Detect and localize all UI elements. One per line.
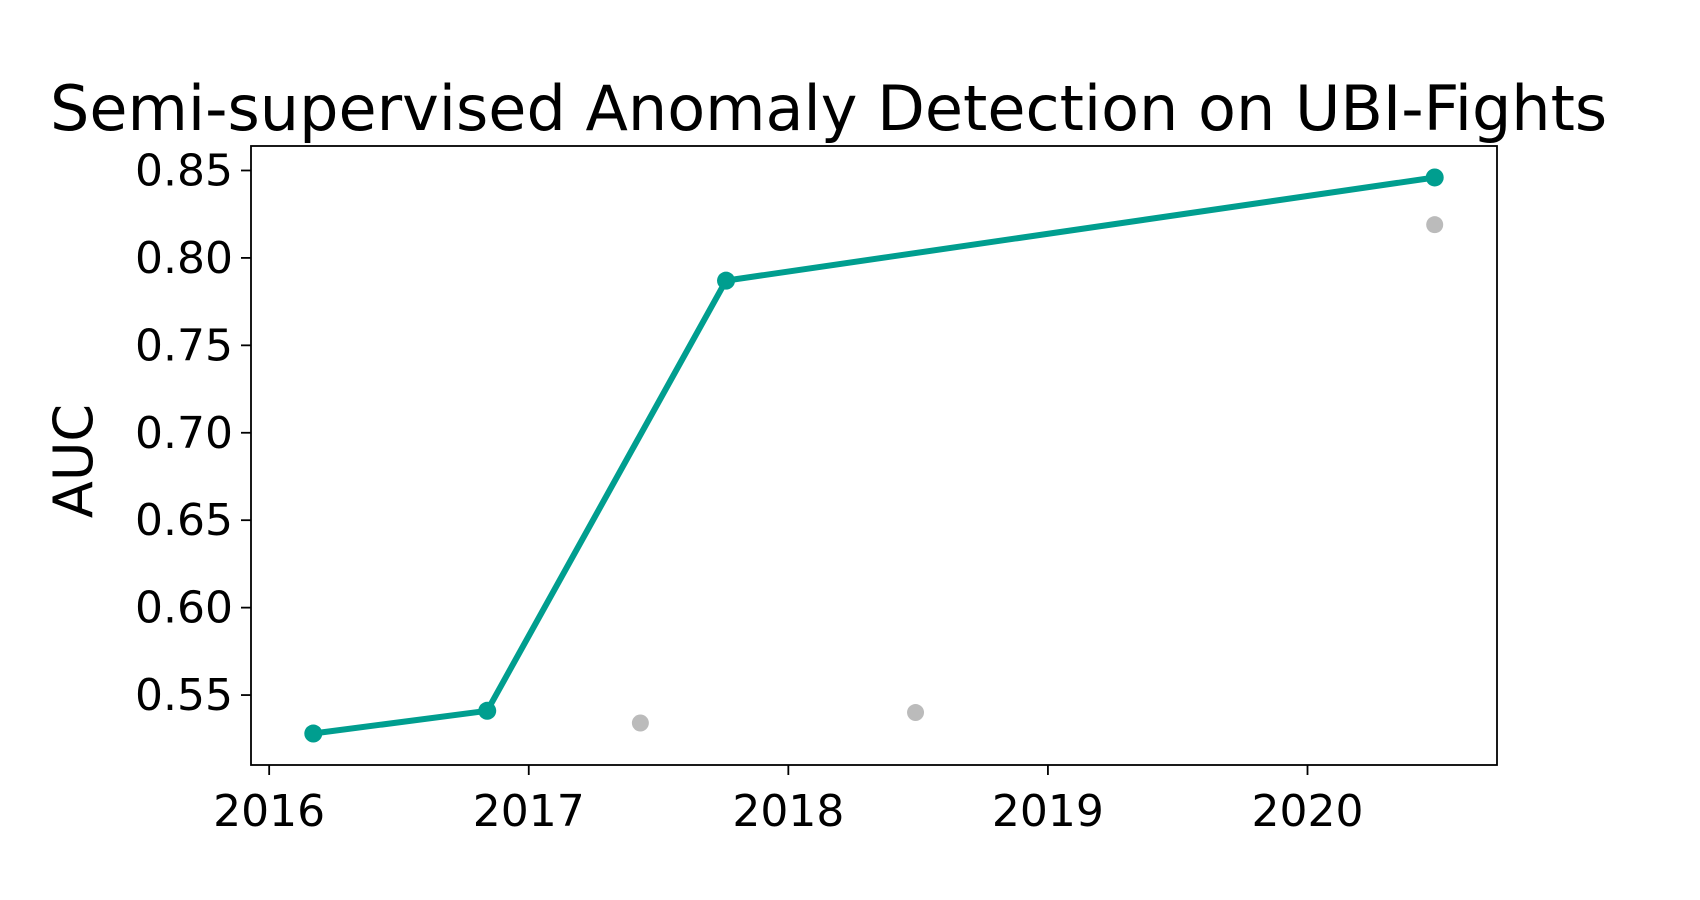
x-tick-label-0: 2016 <box>213 786 325 837</box>
y-tick-label-0: 0.55 <box>135 670 233 721</box>
plot-area: 0.55 0.60 0.65 0.70 0.75 0.80 0.85 2016 2017 2018… <box>135 145 1498 837</box>
y-tick-label-1: 0.60 <box>135 583 233 634</box>
state-of-the-art-point-1 <box>478 701 497 720</box>
x-tick-label-4: 2020 <box>1252 786 1364 837</box>
y-tick-label-4: 0.75 <box>135 320 233 371</box>
chart-title: Semi-supervised Anomaly Detection on UBI… <box>50 72 1607 145</box>
state-of-the-art-point-3 <box>1425 168 1444 187</box>
state-of-the-art-point-2 <box>717 271 736 290</box>
y-axis-label: AUC <box>42 404 105 518</box>
x-tick-label-1: 2017 <box>473 786 585 837</box>
y-tick-label-2: 0.65 <box>135 495 233 546</box>
x-tick-label-2: 2018 <box>732 786 844 837</box>
plot-frame <box>250 145 1498 766</box>
state-of-the-art-line <box>310 174 1438 737</box>
other-methods-point-1 <box>907 704 925 722</box>
other-methods-point-2 <box>1426 216 1444 234</box>
x-tick-label-3: 2019 <box>992 786 1104 837</box>
other-methods-point-0 <box>631 714 649 732</box>
y-tick-label-6: 0.85 <box>135 145 233 196</box>
y-tick-label-5: 0.80 <box>135 233 233 284</box>
y-tick-label-3: 0.70 <box>135 408 233 459</box>
state-of-the-art-point-0 <box>304 724 323 743</box>
